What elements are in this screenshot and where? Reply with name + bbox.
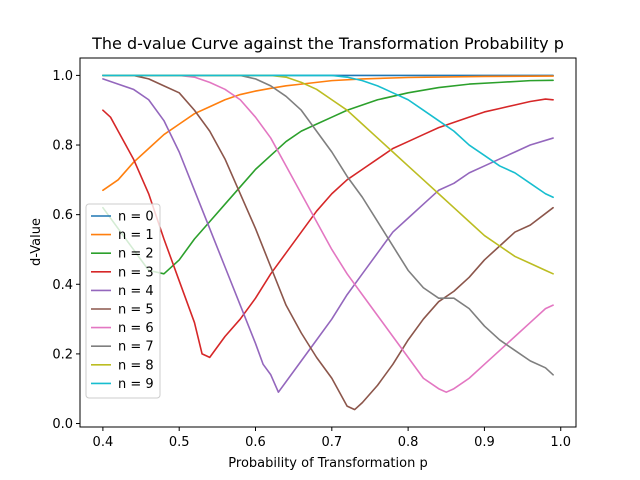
legend-label: n = 9	[118, 377, 154, 392]
legend-label: n = 3	[118, 265, 154, 280]
series-line-n2	[102, 79, 554, 275]
x-tick-label: 0.5	[169, 435, 190, 450]
legend-label: n = 2	[118, 247, 154, 262]
y-tick-label: 0.0	[52, 417, 73, 432]
x-axis-label: Probability of Transformation p	[228, 456, 427, 471]
y-tick-label: 0.6	[52, 208, 73, 223]
legend-label: n = 4	[118, 284, 154, 299]
chart-title: The d-value Curve against the Transforma…	[91, 34, 564, 53]
plot-area	[102, 74, 554, 411]
series-line-n5	[102, 74, 554, 411]
legend-label: n = 7	[118, 340, 154, 355]
y-tick-label: 0.8	[52, 139, 73, 154]
y-tick-label: 1.0	[52, 69, 73, 84]
series-line-n6	[102, 74, 554, 393]
y-tick-label: 0.4	[52, 278, 73, 293]
series-line-n3	[102, 98, 554, 359]
legend-label: n = 8	[118, 358, 154, 373]
axes-frame	[79, 57, 577, 428]
series-line-n7	[102, 74, 554, 376]
legend-label: n = 1	[118, 228, 154, 243]
y-tick-label: 0.2	[52, 347, 73, 362]
y-axis-label: d-Value	[29, 218, 44, 266]
legend-label: n = 6	[118, 321, 154, 336]
legend: n = 0 n = 1 n = 2 n = 3 n = 4 n = 5 n = 6 n = 7…	[85, 203, 161, 399]
x-tick-label: 0.4	[93, 435, 114, 450]
x-tick-label: 0.9	[474, 435, 495, 450]
series-line-n8	[102, 74, 554, 275]
y-axis-ticks: 0.0 0.2 0.4 0.6 0.8 1.0	[52, 69, 80, 432]
x-tick-label: 0.6	[245, 435, 266, 450]
x-axis-ticks: 0.4 0.5 0.6 0.7 0.8 0.9 1.0	[93, 427, 571, 450]
x-tick-label: 0.7	[321, 435, 342, 450]
series-line-n4	[102, 78, 554, 393]
legend-label: n = 0	[118, 210, 154, 225]
series-line-n9	[102, 74, 554, 199]
x-tick-label: 1.0	[550, 435, 571, 450]
legend-label: n = 5	[118, 303, 154, 318]
x-tick-label: 0.8	[398, 435, 419, 450]
